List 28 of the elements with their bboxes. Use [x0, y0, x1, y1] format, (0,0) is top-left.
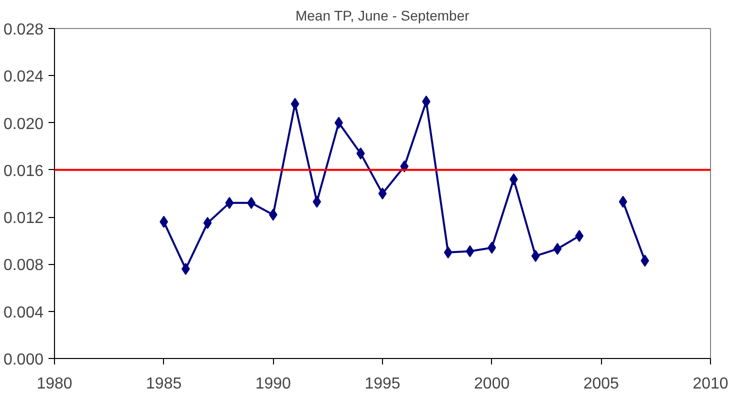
point — [531, 250, 540, 262]
y-tick-label: 0.020 — [3, 116, 44, 133]
x-tick-label: 1980 — [36, 376, 72, 392]
y-tick-label: 0.004 — [3, 304, 44, 322]
x-tick-label: 2005 — [583, 376, 620, 392]
x-tick-label: 2010 — [692, 376, 728, 392]
y-tick-label: 0.028 — [3, 22, 44, 38]
x-tick-label: 1990 — [255, 376, 292, 392]
point — [290, 98, 300, 110]
y-tick-label: 0.000 — [3, 352, 44, 368]
y-tick-label: 0.008 — [3, 257, 44, 274]
point — [553, 242, 562, 255]
point — [444, 246, 452, 258]
point — [378, 188, 387, 200]
x-tick-label: 1995 — [364, 376, 400, 392]
point — [312, 196, 322, 208]
x-tick-label: 1985 — [146, 376, 182, 392]
y-tick-label: 0.012 — [3, 210, 44, 228]
x-tick-label: 2000 — [474, 376, 510, 392]
point — [356, 147, 365, 160]
y-tick-label: 0.024 — [3, 68, 44, 86]
point — [225, 196, 234, 209]
point — [618, 196, 628, 208]
point — [640, 254, 650, 267]
point — [466, 245, 474, 258]
y-tick-label: 0.016 — [3, 162, 44, 180]
chart-title: Mean TP, June - September — [295, 8, 470, 24]
point — [203, 216, 212, 229]
